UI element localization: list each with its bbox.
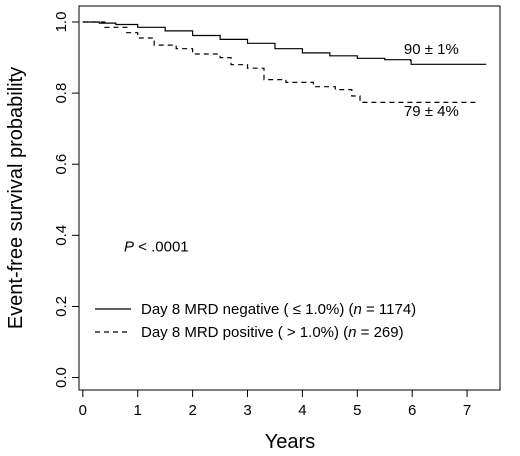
estimate-label: 90 ± 1% (404, 41, 459, 58)
x-tick-label: 6 (408, 402, 416, 419)
legend-label-n: n (348, 324, 356, 341)
estimate-label: 79 ± 4% (404, 103, 459, 120)
series-line-mrd-positive (82, 21, 476, 103)
legend-label-op: ≤ (293, 301, 301, 318)
y-axis: 0.0 0.2 0.4 0.6 0.8 1.0 (53, 12, 79, 388)
y-tick-label: 0.0 (53, 367, 70, 388)
legend-label-value: 1.0%) ( (296, 324, 349, 341)
legend: Day 8 MRD negative ( ≤ 1.0%) (n = 1174)D… (95, 301, 416, 341)
x-tick-label: 7 (463, 402, 471, 419)
y-tick-label: 0.4 (53, 225, 70, 246)
y-tick-label: 0.8 (53, 83, 70, 104)
x-tick-label: 5 (353, 402, 361, 419)
p-value-label: P < .0001 (124, 238, 189, 255)
x-axis: 0 1 2 3 4 5 6 7 (79, 390, 471, 419)
y-tick-label: 0.2 (53, 296, 70, 317)
legend-label-value: 1.0%) ( (301, 301, 354, 318)
legend-label-n: n (353, 301, 361, 318)
x-tick-label: 0 (79, 402, 87, 419)
legend-label-op: > (287, 324, 296, 341)
legend-label-eq: = 269) (357, 324, 404, 341)
x-tick-label: 1 (134, 402, 142, 419)
annotations-layer: 90 ± 1% 79 ± 4% P < .0001 (124, 41, 459, 255)
p-value-text: < .0001 (134, 238, 189, 255)
series-layer (82, 21, 487, 103)
legend-label-prefix: Day 8 MRD negative ( (141, 301, 293, 318)
p-value-symbol: P (124, 238, 134, 255)
y-tick-label: 0.6 (53, 154, 70, 175)
legend-label: Day 8 MRD negative ( ≤ 1.0%) (n = 1174) (141, 301, 416, 318)
x-tick-label: 4 (298, 402, 306, 419)
legend-label: Day 8 MRD positive ( > 1.0%) (n = 269) (141, 324, 404, 341)
x-tick-label: 2 (188, 402, 196, 419)
legend-label-prefix: Day 8 MRD positive ( (141, 324, 287, 341)
series-line-mrd-negative (82, 21, 487, 65)
legend-label-eq: = 1174) (362, 301, 416, 318)
x-axis-title: Years (265, 431, 315, 453)
y-tick-label: 1.0 (53, 12, 70, 33)
plot-frame (78, 5, 501, 391)
y-axis-title: Event-free survival probability (5, 67, 27, 329)
x-tick-label: 3 (243, 402, 251, 419)
